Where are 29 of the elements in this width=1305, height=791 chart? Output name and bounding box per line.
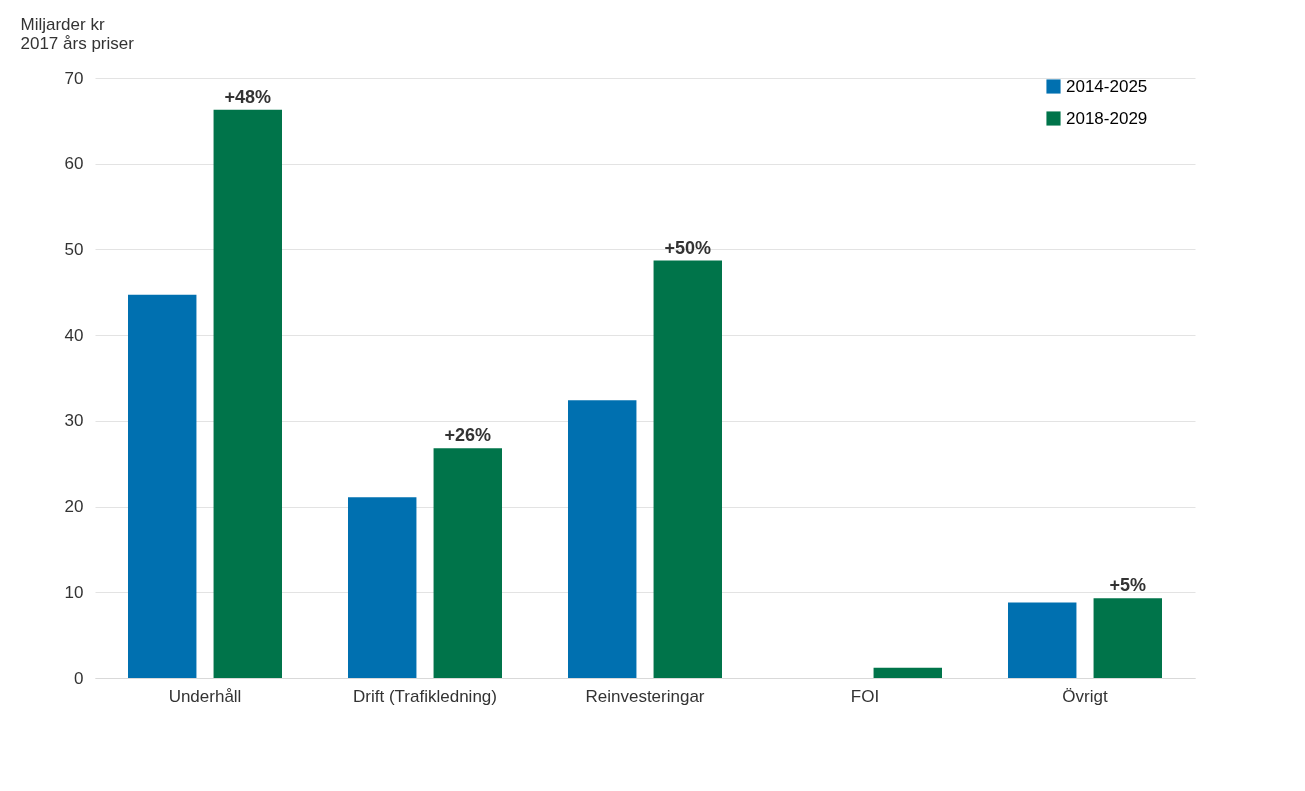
y-tick-label: 50 [64, 239, 84, 259]
annotation: +50% [664, 237, 712, 258]
x-tick-label: FOI [850, 686, 880, 706]
x-tick-label: Underhåll [168, 686, 242, 706]
annotation: +48% [224, 86, 272, 107]
annotation: +5% [1109, 575, 1147, 596]
y-tick-label: 0 [74, 668, 84, 688]
bar [348, 497, 417, 678]
bar [873, 667, 942, 678]
bar [433, 448, 502, 678]
x-tick-label: Drift (Trafikledning) [353, 686, 497, 706]
y-tick-label: 10 [64, 582, 84, 602]
y-tick-label: 20 [64, 497, 84, 517]
bar [653, 260, 722, 678]
y-tick-label: 60 [64, 154, 84, 174]
bar [213, 109, 282, 678]
bar [1093, 598, 1162, 678]
legend-label: 2018-2029 [1066, 108, 1148, 128]
y-tick-label: 70 [64, 68, 84, 88]
y-tick-label: 30 [64, 411, 84, 431]
legend-label: 2014-2025 [1066, 76, 1148, 96]
x-tick-label: Reinvesteringar [585, 686, 705, 706]
bar [568, 400, 637, 678]
y-axis-title: Miljarder kr 2017 års priser [20, 14, 135, 53]
x-tick-label: Övrigt [1062, 686, 1108, 706]
annotation: +26% [444, 425, 492, 446]
bar [1008, 602, 1077, 678]
bar [128, 294, 197, 678]
y-tick-label: 40 [64, 325, 84, 345]
